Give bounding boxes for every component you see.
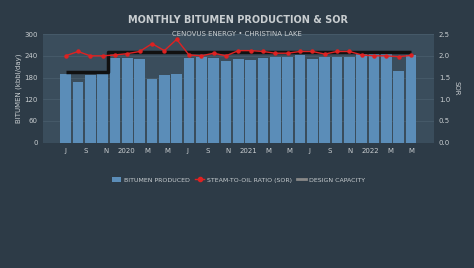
Bar [221, 61, 231, 143]
Bar [270, 57, 281, 143]
Text: CENOVUS ENERGY • CHRISTINA LAKE: CENOVUS ENERGY • CHRISTINA LAKE [172, 31, 302, 37]
Bar [98, 73, 108, 143]
Bar [393, 71, 404, 143]
Bar [307, 59, 318, 143]
Title: MONTHLY BITUMEN PRODUCTION & SOR: MONTHLY BITUMEN PRODUCTION & SOR [128, 15, 348, 25]
Bar [295, 55, 305, 143]
Bar [381, 53, 392, 143]
Bar [283, 57, 293, 143]
Bar [73, 82, 83, 143]
Bar [110, 58, 120, 143]
Bar [246, 60, 256, 143]
Bar [184, 58, 194, 143]
Bar [406, 55, 416, 143]
Y-axis label: BITUMEN (kbbl/day): BITUMEN (kbbl/day) [15, 54, 21, 123]
Bar [60, 74, 71, 143]
Bar [369, 53, 379, 143]
Bar [172, 74, 182, 143]
Bar [319, 57, 330, 143]
Bar [258, 58, 268, 143]
Bar [196, 57, 207, 143]
Bar [233, 59, 244, 143]
Bar [122, 58, 133, 143]
Bar [209, 58, 219, 143]
Bar [147, 79, 157, 143]
Y-axis label: SOR: SOR [453, 81, 459, 96]
Bar [135, 59, 145, 143]
Bar [159, 75, 170, 143]
Legend: BITUMEN PRODUCED, STEAM-TO-OIL RATIO (SOR), DESIGN CAPACITY: BITUMEN PRODUCED, STEAM-TO-OIL RATIO (SO… [109, 175, 367, 185]
Bar [344, 57, 355, 143]
Bar [356, 53, 367, 143]
Bar [332, 57, 342, 143]
Bar [85, 75, 96, 143]
